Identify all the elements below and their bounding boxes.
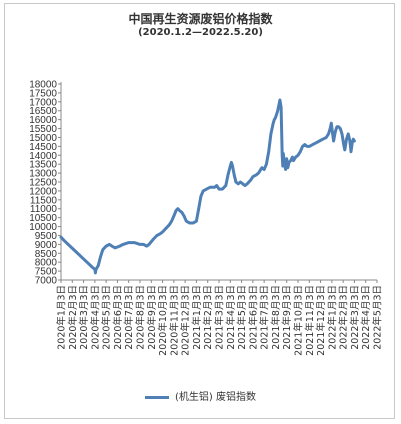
y-tick-label: 12000 <box>29 186 57 197</box>
y-tick-label: 14500 <box>29 142 57 153</box>
x-tick-label: 2020年5月3日 <box>101 285 113 350</box>
x-tick-label: 2021年7月3日 <box>259 285 271 350</box>
x-tick-label: 2021年12月3日 <box>315 285 327 356</box>
x-tick-label: 2021年6月3日 <box>247 285 259 350</box>
y-tick-label: 8000 <box>35 258 58 269</box>
x-tick-label: 2020年12月3日 <box>180 285 192 356</box>
x-tick-label: 2021年9月3日 <box>281 285 293 350</box>
x-tick-label: 2020年9月3日 <box>146 285 158 350</box>
chart-subtitle: (2020.1.2—2022.5.20) <box>138 27 263 38</box>
x-tick-label: 2021年8月3日 <box>270 285 282 350</box>
y-tick-label: 16500 <box>29 106 57 117</box>
y-tick-label: 7000 <box>35 276 58 287</box>
x-tick-label: 2021年5月3日 <box>236 285 248 350</box>
y-tick-label: 15500 <box>29 124 57 135</box>
y-tick-label: 16000 <box>29 115 57 126</box>
x-tick-label: 2021年4月3日 <box>225 285 237 350</box>
x-tick-label: 2022年5月3日 <box>372 285 384 350</box>
y-tick-label: 13000 <box>29 169 57 180</box>
x-tick-label: 2021年1月3日 <box>191 285 203 350</box>
legend-label: (机生铝) 废铝指数 <box>175 392 256 403</box>
y-tick-label: 8500 <box>35 249 58 260</box>
y-tick-label: 9000 <box>35 240 58 251</box>
y-tick-label: 14000 <box>29 151 57 162</box>
y-tick-label: 13500 <box>29 160 57 171</box>
series-line <box>59 98 356 275</box>
legend-swatch <box>145 395 169 399</box>
x-tick-label: 2020年1月3日 <box>56 285 68 350</box>
chart-title: 中国再生资源废铝价格指数 <box>128 12 273 26</box>
x-tick-label: 2020年8月3日 <box>135 285 147 350</box>
chart-frame: 中国再生资源废铝价格指数 (2020.1.2—2022.5.20) 7000 75… <box>4 3 395 419</box>
y-tick-label: 11000 <box>30 204 58 215</box>
y-tick-label: 18000 <box>29 80 57 91</box>
x-tick-label: 2021年3月3日 <box>214 285 226 350</box>
chart-legend: (机生铝) 废铝指数 <box>5 388 396 403</box>
y-tick-label: 10000 <box>29 222 57 233</box>
y-tick-label: 11500 <box>30 195 58 206</box>
x-tick-label: 2022年2月3日 <box>338 285 350 350</box>
x-tick-label: 2020年10月3日 <box>157 285 169 356</box>
y-tick-label: 12500 <box>29 178 57 189</box>
x-tick-label: 2021年10月3日 <box>293 285 305 356</box>
x-tick-label: 2021年11月3日 <box>304 285 316 356</box>
x-tick-label: 2020年6月3日 <box>112 285 124 350</box>
y-tick-label: 9500 <box>35 231 58 242</box>
x-tick-label: 2021年2月3日 <box>202 285 214 350</box>
y-tick-label: 17000 <box>29 97 57 108</box>
x-tick-label: 2022年1月3日 <box>326 285 338 350</box>
line-chart: 7000750080008500900095001000010500110001… <box>29 80 384 356</box>
x-tick-label: 2020年3月3日 <box>78 285 90 350</box>
x-tick-label: 2020年7月3日 <box>123 285 135 350</box>
x-tick-label: 2022年4月3日 <box>360 285 372 350</box>
y-tick-label: 17500 <box>29 88 57 99</box>
y-tick-label: 15000 <box>29 133 57 144</box>
x-tick-label: 2020年11月3日 <box>168 285 180 356</box>
x-tick-label: 2022年3月3日 <box>349 285 361 350</box>
x-tick-label: 2020年4月3日 <box>89 285 101 350</box>
y-tick-label: 7500 <box>35 267 58 278</box>
y-tick-label: 10500 <box>29 213 57 224</box>
x-tick-label: 2020年2月3日 <box>67 285 79 350</box>
